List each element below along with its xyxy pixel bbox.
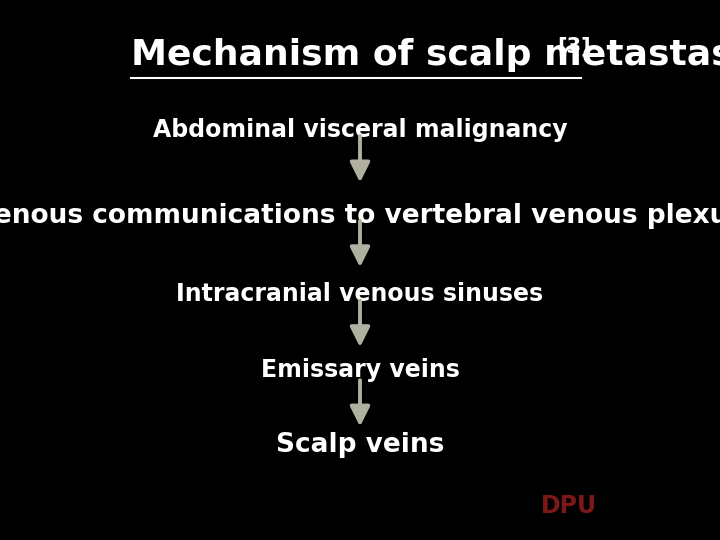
Text: Intracranial venous sinuses: Intracranial venous sinuses <box>176 282 544 306</box>
Text: Venous communications to vertebral venous plexus: Venous communications to vertebral venou… <box>0 203 720 229</box>
Text: Mechanism of scalp metastasis: Mechanism of scalp metastasis <box>131 38 720 72</box>
Text: Scalp veins: Scalp veins <box>276 433 444 458</box>
Text: DPU: DPU <box>541 495 597 518</box>
Text: [3]: [3] <box>557 36 591 56</box>
Text: Emissary veins: Emissary veins <box>261 358 459 382</box>
Text: Abdominal visceral malignancy: Abdominal visceral malignancy <box>153 118 567 141</box>
